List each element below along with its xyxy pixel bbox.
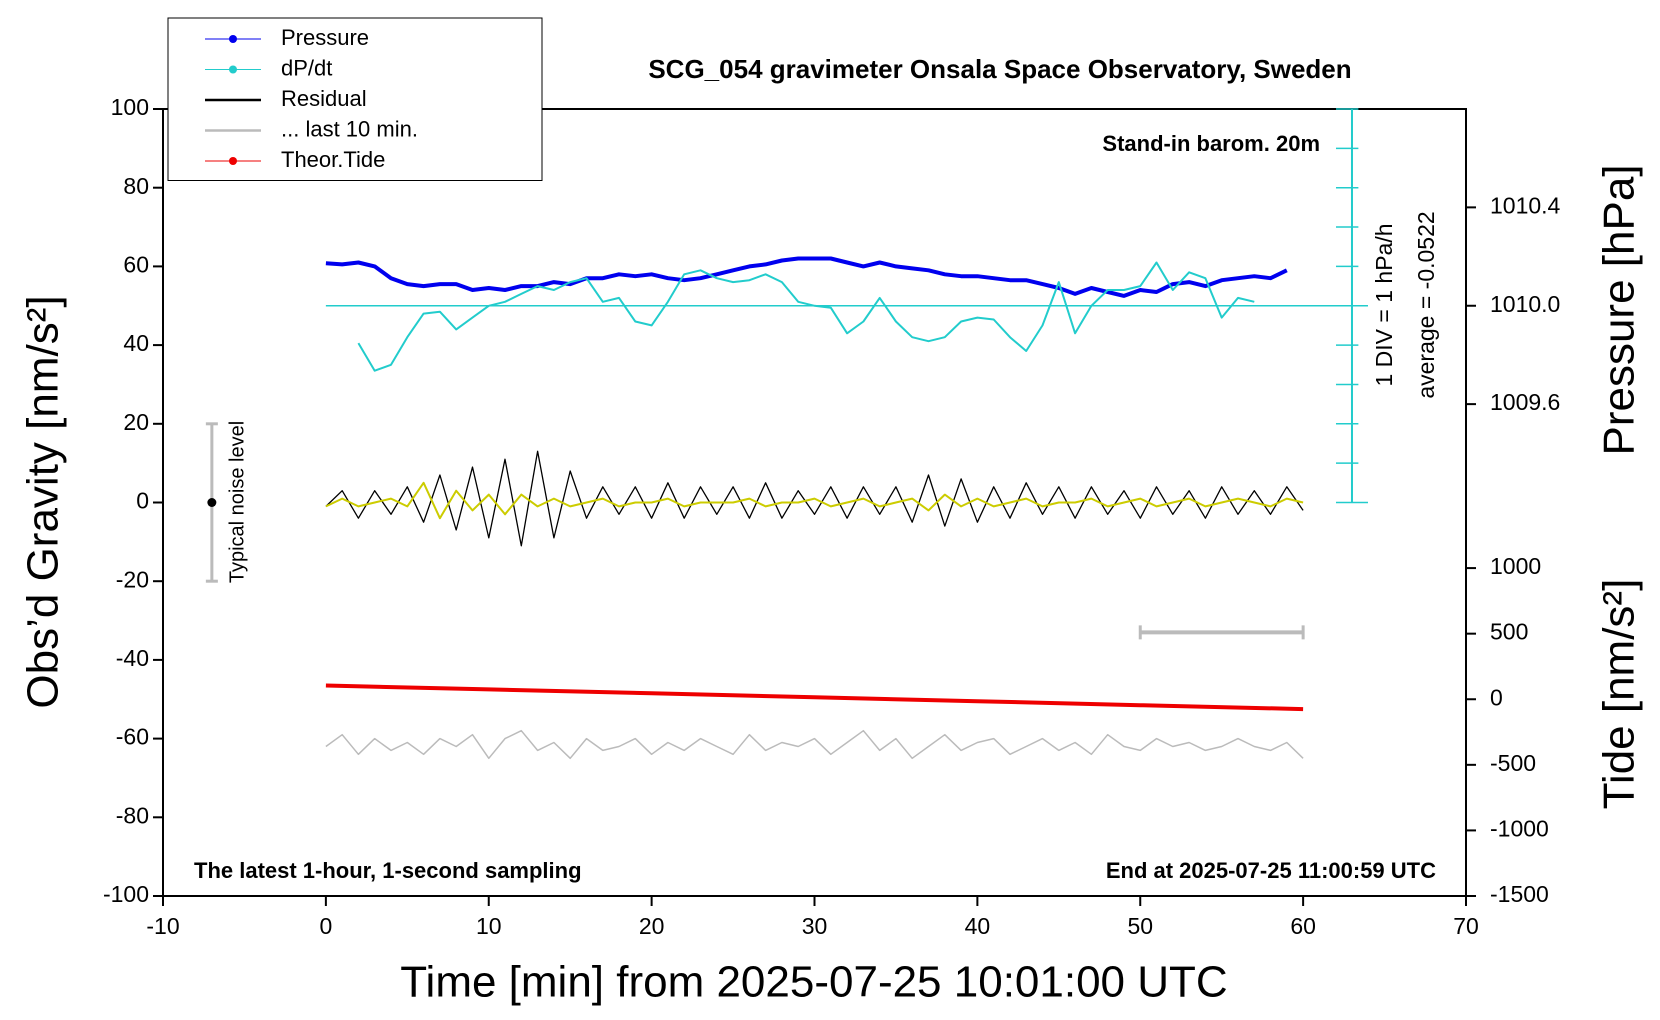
pressure-tick-label: 1010.0 [1490,291,1560,317]
x-tick-label: 40 [965,913,991,939]
legend-marker [229,35,237,43]
y-tick-label: 40 [123,330,149,356]
pressure-tick-label: 1009.6 [1490,389,1560,415]
y-tick-label: 100 [111,94,149,120]
series-line [325,729,1304,760]
tide-tick-label: 500 [1490,619,1528,645]
y-tick-label: -20 [116,566,149,592]
y-axis-label: Obs’d Gravity [nm/s²] [19,295,68,708]
tide-tick-label: -1500 [1490,881,1549,907]
tide-tick-label: -500 [1490,750,1536,776]
y-tick-label: 20 [123,409,149,435]
x-tick-label: 30 [802,913,828,939]
y-tick-label: -100 [103,881,149,907]
y-tick-label: -60 [116,724,149,750]
sampling-note: The latest 1-hour, 1-second sampling [194,858,582,883]
x-tick-label: 60 [1290,913,1316,939]
y-tick-label: 0 [136,488,149,514]
pressure-axis-label: Pressure [hPa] [1595,164,1644,455]
barometer-note: Stand-in barom. 20m [1102,131,1320,156]
x-tick-label: 0 [319,913,332,939]
tide-axis-label: Tide [nm/s²] [1595,579,1644,810]
series-line [325,450,1304,547]
x-tick-label: 10 [476,913,502,939]
y-tick-label: 80 [123,173,149,199]
x-tick-label: 70 [1453,913,1479,939]
legend-label: Pressure [281,25,369,50]
average-note: average = -0.0522 [1413,211,1439,398]
x-tick-label: 50 [1127,913,1153,939]
tide-tick-label: 1000 [1490,553,1541,579]
x-tick-label: -10 [146,913,179,939]
tide-tick-label: -1000 [1490,815,1549,841]
pressure-tick-label: 1010.4 [1490,192,1561,218]
legend-label: ... last 10 min. [281,116,418,141]
plot-frame [162,108,1467,897]
series-line [325,683,1304,712]
x-tick-label: 20 [639,913,665,939]
division-note: 1 DIV = 1 hPa/h [1371,223,1397,386]
end-note: End at 2025-07-25 11:00:59 UTC [1106,858,1436,883]
chart-title: SCG_054 gravimeter Onsala Space Observat… [648,54,1351,84]
x-axis-label: Time [min] from 2025-07-25 10:01:00 UTC [400,958,1227,1007]
y-tick-label: 60 [123,251,149,277]
legend-marker [229,157,237,165]
series-line [325,256,1288,298]
legend-marker [229,65,237,74]
legend-label: dP/dt [281,55,332,80]
tide-tick-label: 0 [1490,684,1503,710]
y-tick-label: -40 [116,645,149,671]
y-tick-label: -80 [116,802,149,828]
noise-center [207,498,217,507]
series-line [357,261,1255,372]
noise-note: Typical noise level [226,421,248,583]
series-line [325,481,1304,520]
legend-label: Theor.Tide [281,147,385,172]
legend-label: Residual [281,86,367,111]
